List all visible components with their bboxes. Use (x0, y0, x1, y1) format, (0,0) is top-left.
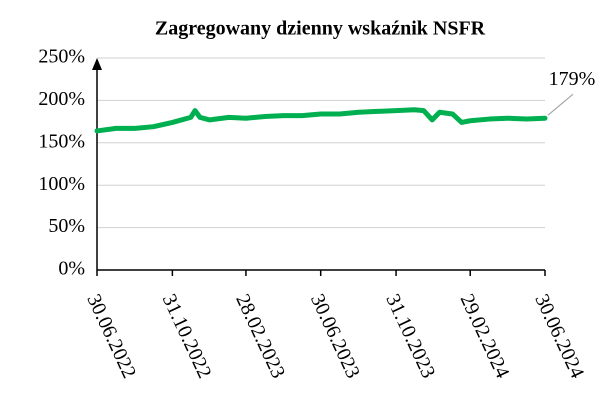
y-tick-label: 200% (38, 88, 85, 110)
label-leader (547, 93, 574, 116)
data-line (94, 107, 548, 134)
x-tick-label: 31.10.2023 (381, 291, 439, 382)
y-tick-label: 150% (38, 130, 85, 152)
x-tick-label: 30.06.2023 (306, 291, 364, 382)
x-tick-label: 30.06.2024 (530, 291, 588, 382)
x-tick-label: 31.10.2022 (158, 291, 216, 382)
y-tick-label: 100% (38, 173, 85, 195)
chart-title: Zagregowany dzienny wskaźnik NSFR (155, 18, 486, 40)
y-tick-label: 250% (38, 46, 85, 68)
y-tick-label: 50% (48, 215, 85, 237)
x-tick-label: 29.02.2024 (456, 291, 514, 382)
y-axis-arrow (92, 58, 102, 70)
data-label: 179% (549, 68, 596, 90)
x-tick-label: 28.02.2023 (231, 291, 289, 382)
x-tick-label: 30.06.2022 (82, 291, 140, 382)
y-tick-label: 0% (58, 258, 85, 280)
